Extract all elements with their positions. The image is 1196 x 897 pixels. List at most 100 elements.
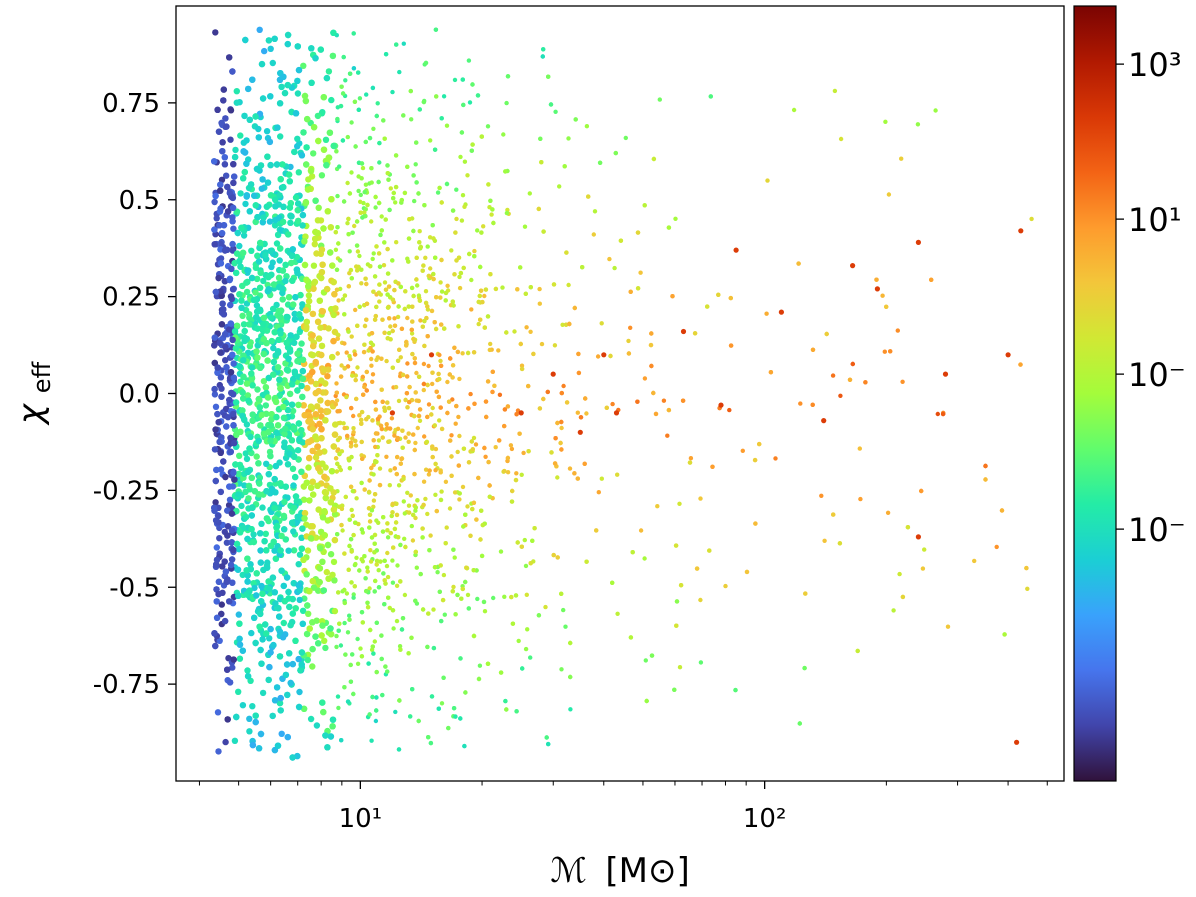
- scatter-point: [245, 588, 253, 595]
- scatter-point: [425, 644, 430, 650]
- scatter-point: [266, 585, 273, 593]
- scatter-point: [290, 375, 297, 383]
- scatter-point: [253, 570, 260, 577]
- scatter-point: [280, 582, 287, 590]
- scatter-point: [248, 474, 255, 481]
- scatter-point: [229, 214, 236, 221]
- scatter-point: [279, 218, 287, 226]
- scatter-point: [240, 232, 248, 239]
- scatter-point: [454, 216, 459, 222]
- scatter-point: [482, 609, 488, 614]
- scatter-point: [212, 288, 220, 296]
- scatter-point: [423, 255, 428, 260]
- scatter-point: [351, 413, 356, 419]
- scatter-point: [439, 618, 444, 624]
- scatter-point: [310, 342, 317, 350]
- scatter-point: [479, 508, 484, 513]
- scatter-point: [244, 267, 251, 274]
- scatter-point: [431, 607, 436, 612]
- scatter-point: [401, 476, 406, 482]
- scatter-point: [284, 733, 291, 741]
- scatter-point: [231, 328, 239, 335]
- scatter-point: [284, 313, 291, 321]
- scatter-point: [525, 627, 530, 632]
- scatter-point: [319, 514, 327, 521]
- scatter-point: [228, 510, 236, 517]
- scatter-point: [297, 291, 304, 299]
- scatter-point: [357, 96, 363, 101]
- scatter-point: [266, 663, 273, 671]
- scatter-point: [394, 512, 400, 518]
- scatter-point: [288, 213, 295, 220]
- scatter-point: [298, 534, 305, 541]
- scatter-point: [354, 396, 359, 402]
- scatter-point: [237, 190, 244, 197]
- scatter-point: [478, 264, 483, 270]
- scatter-point: [301, 92, 309, 100]
- scatter-point: [330, 311, 337, 319]
- scatter-point: [281, 498, 288, 506]
- scatter-point: [502, 594, 507, 599]
- scatter-point: [290, 580, 297, 587]
- scatter-point: [267, 649, 274, 656]
- scatter-point: [476, 299, 481, 305]
- scatter-point: [426, 472, 432, 477]
- scatter-point: [635, 399, 640, 404]
- scatter-point: [417, 298, 423, 303]
- scatter-point: [374, 244, 379, 249]
- scatter-point: [422, 343, 427, 349]
- scatter-point: [274, 124, 281, 131]
- scatter-point: [642, 376, 648, 381]
- scatter-point: [357, 568, 362, 573]
- scatter-point: [251, 614, 258, 621]
- scatter-point: [423, 496, 428, 502]
- scatter-point: [290, 482, 297, 489]
- scatter-point: [298, 382, 305, 390]
- scatter-point: [318, 426, 325, 433]
- scatter-point: [599, 321, 604, 326]
- scatter-point: [362, 487, 367, 492]
- scatter-point: [248, 274, 256, 282]
- scatter-point: [370, 372, 376, 377]
- scatter-point: [342, 620, 347, 626]
- y-tick-label: -0.75: [93, 670, 160, 700]
- scatter-point: [385, 336, 390, 341]
- scatter-point: [289, 660, 296, 668]
- scatter-point: [226, 598, 233, 605]
- scatter-point: [642, 203, 647, 208]
- scatter-point: [450, 589, 455, 594]
- scatter-point: [680, 328, 687, 335]
- scatter-point: [444, 123, 450, 128]
- scatter-point: [490, 207, 495, 212]
- scatter-point: [501, 132, 506, 137]
- scatter-point: [276, 313, 284, 320]
- scatter-point: [304, 547, 312, 554]
- scatter-point: [310, 584, 318, 591]
- scatter-point: [303, 323, 310, 331]
- scatter-point: [288, 401, 296, 408]
- scatter-point: [394, 583, 400, 588]
- scatter-point: [378, 559, 383, 564]
- scatter-point: [244, 572, 251, 579]
- scatter-point: [302, 97, 310, 105]
- scatter-point: [791, 107, 797, 113]
- scatter-point: [268, 263, 275, 271]
- scatter-point: [239, 702, 247, 709]
- scatter-point: [308, 45, 315, 52]
- scatter-point: [282, 360, 289, 367]
- scatter-point: [236, 242, 243, 250]
- scatter-point: [489, 212, 494, 217]
- scatter-point: [451, 547, 456, 552]
- scatter-point: [460, 351, 465, 356]
- scatter-point: [238, 224, 245, 231]
- scatter-point: [498, 670, 504, 675]
- scatter-point: [425, 244, 430, 249]
- scatter-point: [382, 240, 387, 245]
- scatter-point: [226, 679, 234, 686]
- scatter-point: [337, 164, 342, 169]
- scatter-point: [219, 139, 226, 146]
- scatter-point: [649, 331, 654, 336]
- scatter-point: [453, 714, 458, 719]
- scatter-point: [351, 595, 356, 600]
- scatter-point: [469, 277, 474, 283]
